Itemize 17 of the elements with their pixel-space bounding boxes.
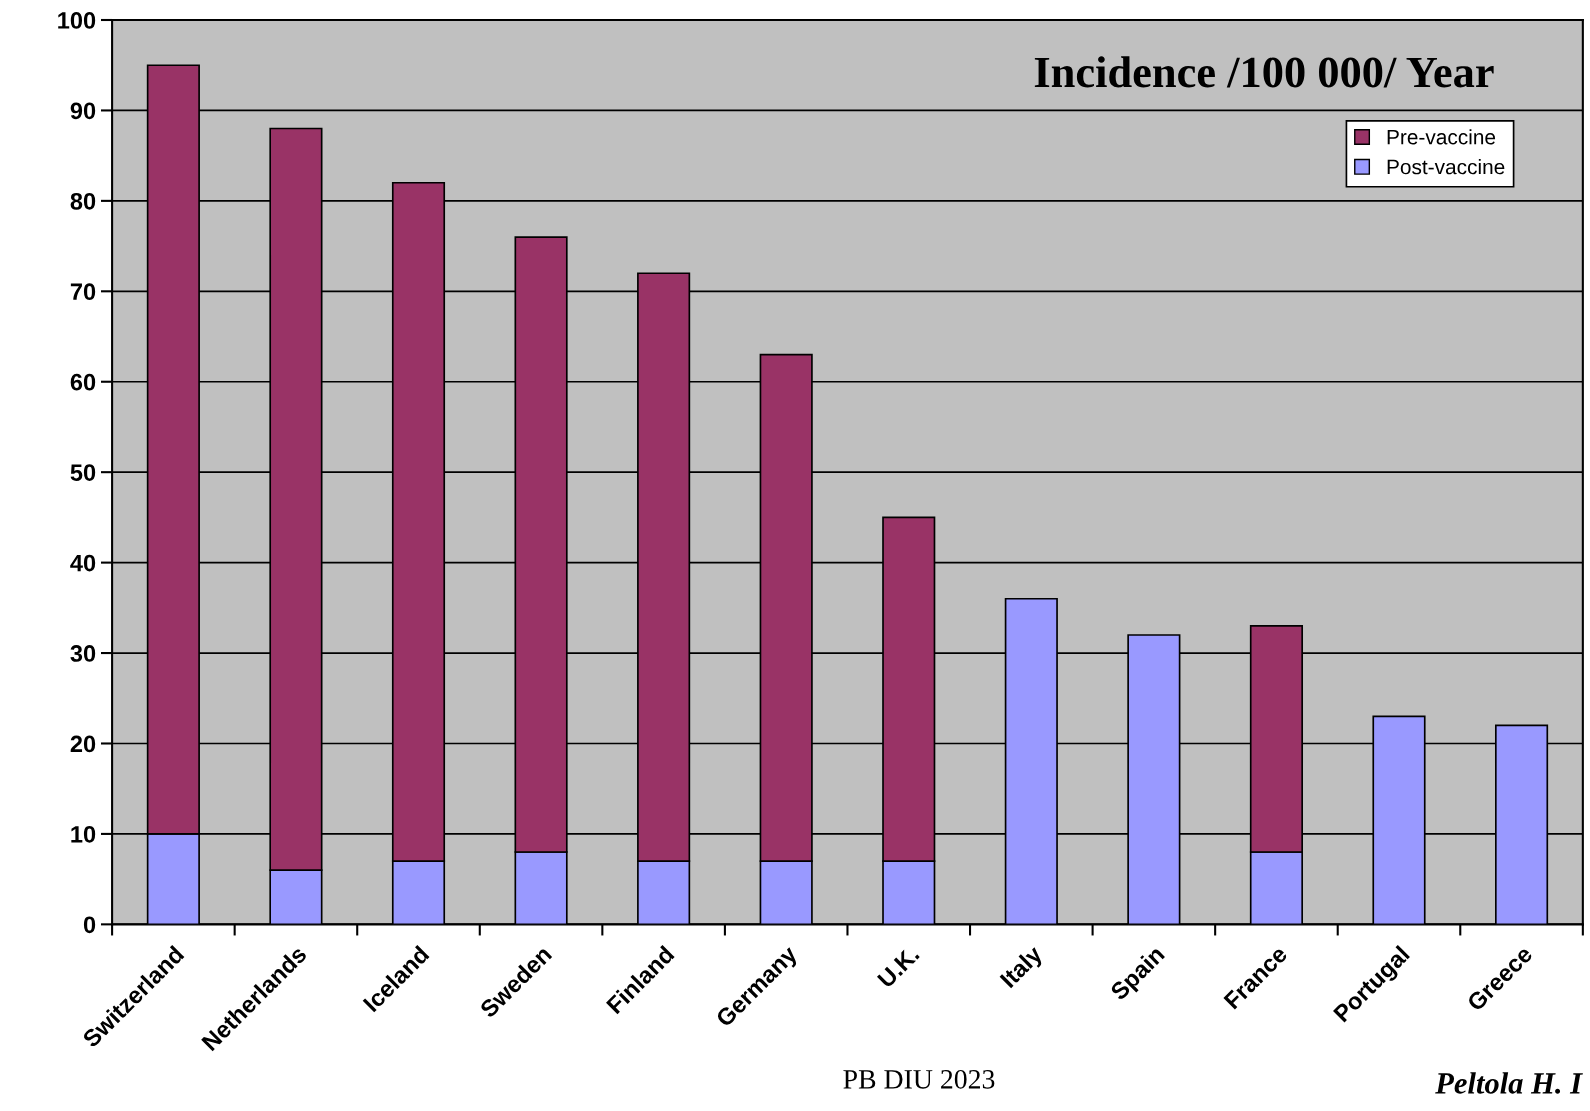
- y-tick-label: 60: [70, 373, 96, 391]
- y-tick-label: 100: [58, 12, 96, 29]
- y-tick-label: 70: [70, 283, 96, 301]
- y-tick-label: 20: [70, 735, 96, 753]
- y-tick-label: 10: [71, 825, 96, 843]
- y-tick-label: 0: [83, 916, 96, 934]
- legend-label: Post-vaccine: [1387, 159, 1505, 175]
- y-tick-label: 50: [70, 464, 96, 481]
- text: Peltola H. I: [1435, 1072, 1583, 1094]
- x-tick-label: U.K.: [876, 945, 920, 989]
- legend-label: Pre-vaccine: [1387, 129, 1496, 145]
- y-tick-label: 80: [70, 192, 96, 210]
- text: PB DIU 2023: [843, 1069, 995, 1089]
- y-tick-label: 30: [70, 645, 96, 662]
- y-tick-label: 90: [70, 102, 96, 120]
- y-tick-label: 40: [70, 554, 96, 572]
- text: Incidence /100 000/ Year: [1034, 56, 1494, 88]
